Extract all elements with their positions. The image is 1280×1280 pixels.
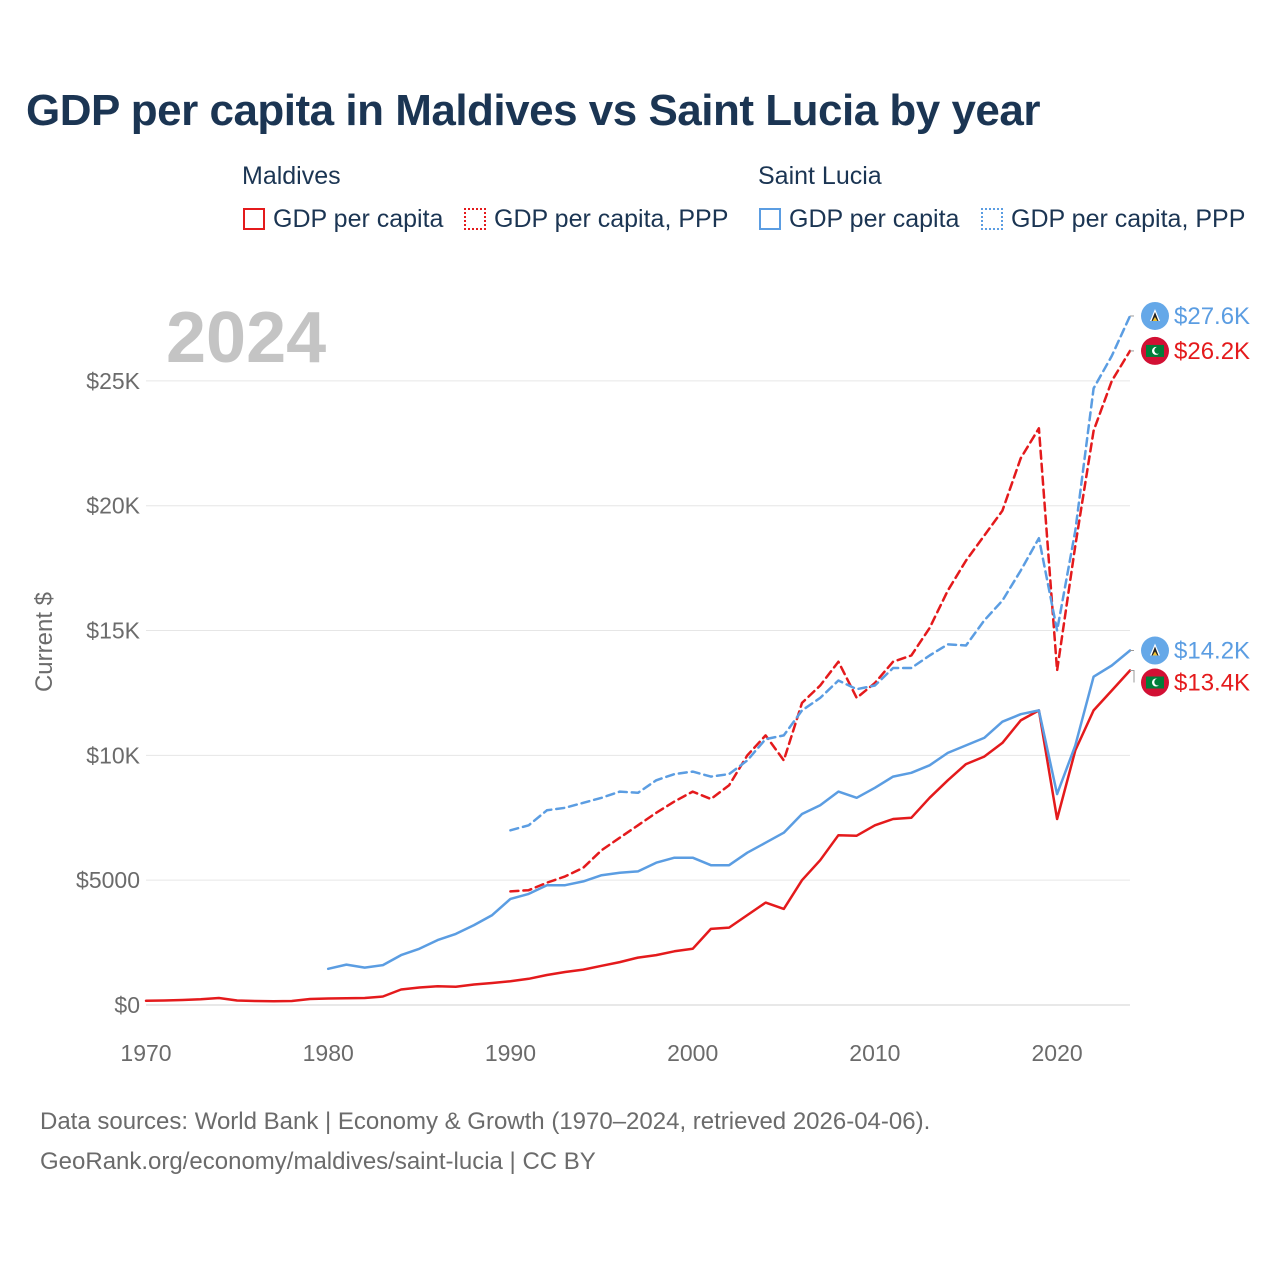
series-line-maldives-gdp-per-capita	[144, 669, 1132, 1003]
flag-triangle-gold	[1152, 651, 1158, 656]
y-tick-label: $15K	[86, 618, 140, 644]
end-marker-maldives	[1141, 668, 1169, 697]
end-value-label: $14.2K	[1174, 638, 1250, 665]
flag-triangle-gold	[1152, 316, 1158, 321]
end-marker-saint-lucia	[1141, 301, 1169, 330]
x-tick-label: 2010	[849, 1040, 900, 1066]
legend-item-saint-lucia-gdp-ppp[interactable]: GDP per capita, PPP	[981, 204, 1245, 234]
flag-triangle-black	[1151, 646, 1159, 656]
axis-layer: $0 $5000 $10K $15K $20K $25K 1970 1980 1990 2000 2…	[76, 368, 1083, 1066]
year-watermark: 2024	[166, 298, 326, 378]
footer-attribution: GeoRank.org/economy/maldives/saint-lucia…	[40, 1148, 596, 1175]
chart-title: GDP per capita in Maldives vs Saint Luci…	[26, 86, 1041, 135]
end-value-label: $13.4K	[1174, 670, 1250, 697]
y-tick-label: $25K	[86, 368, 140, 394]
footer-sources: Data sources: World Bank | Economy & Gro…	[40, 1108, 931, 1135]
legend-item-saint-lucia-gdp[interactable]: GDP per capita	[759, 204, 959, 234]
legend-label: GDP per capita, PPP	[1011, 204, 1246, 233]
legend-swatch-dotted-blue	[981, 208, 1003, 230]
legend-label: GDP per capita	[273, 204, 444, 233]
end-label-leader	[1130, 669, 1135, 683]
legend-item-maldives-gdp[interactable]: GDP per capita	[243, 204, 443, 234]
end-value-label: $27.6K	[1174, 303, 1250, 330]
x-tick-label: 1990	[485, 1040, 536, 1066]
flag-crescent-cut	[1154, 346, 1162, 354]
x-tick-label: 2000	[667, 1040, 718, 1066]
x-tick-label: 1980	[303, 1040, 354, 1066]
y-tick-label: $10K	[86, 742, 140, 768]
end-marker-maldives	[1141, 336, 1169, 365]
legend-group-saint-lucia: Saint Lucia	[758, 162, 882, 190]
y-axis-label: Current $	[31, 592, 58, 692]
flag-crescent-cut	[1154, 678, 1162, 686]
series-layer	[144, 314, 1132, 1003]
y-tick-label: $20K	[86, 493, 140, 519]
line-chart: 2024 Current $ $0 $5000 $10K $15K $20K $25K 19…	[31, 298, 1250, 1066]
legend-label: GDP per capita	[789, 204, 960, 233]
legend-swatch-dotted-red	[464, 208, 486, 230]
flag-triangle-black	[1151, 311, 1159, 321]
end-marker-saint-lucia	[1141, 636, 1169, 665]
legend-label: GDP per capita, PPP	[494, 204, 729, 233]
legend-swatch-solid-blue	[759, 208, 781, 230]
series-line-saint-lucia-gdp-per-capita	[326, 649, 1132, 971]
x-tick-label: 1970	[120, 1040, 171, 1066]
legend-item-maldives-gdp-ppp[interactable]: GDP per capita, PPP	[464, 204, 728, 234]
series-line-saint-lucia-gdp-per-capita-ppp	[509, 314, 1132, 832]
series-line-maldives-gdp-per-capita-ppp	[509, 349, 1132, 893]
legend-group-maldives: Maldives	[242, 162, 341, 190]
x-tick-label: 2020	[1032, 1040, 1083, 1066]
y-tick-label: $0	[114, 992, 140, 1018]
end-label-layer: $27.6K $26.2K $14.2K $13.4K	[1130, 301, 1250, 697]
legend-swatch-solid-red	[243, 208, 265, 230]
y-tick-label: $5000	[76, 867, 140, 893]
grid-layer	[146, 380, 1130, 1006]
end-value-label: $26.2K	[1174, 338, 1250, 365]
